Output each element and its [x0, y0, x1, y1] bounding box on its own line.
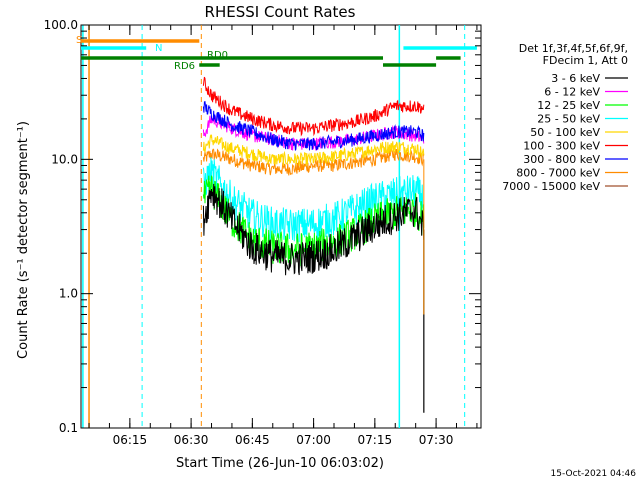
flag-label-n: N [155, 43, 162, 54]
attenuator-flags: S N RD0 RD6 [76, 35, 477, 72]
legend-label: 25 - 50 keV [537, 113, 600, 126]
x-tick-label: 07:15 [358, 433, 393, 447]
series-line [202, 183, 425, 276]
legend-label: 6 - 12 keV [544, 86, 600, 99]
series-line [202, 76, 425, 137]
series-line [202, 101, 425, 151]
flag-label-rd0: RD0 [207, 50, 228, 61]
x-tick-label: 07:30 [419, 433, 454, 447]
x-tick-label: 06:15 [113, 433, 148, 447]
x-tick-label: 06:45 [235, 433, 270, 447]
footer-timestamp: 15-Oct-2021 04:46 [551, 469, 637, 479]
y-axis-label: Count Rate (s⁻¹ detector segment⁻¹) [16, 121, 31, 359]
y-axis: 0.1 1.0 10.0 100.0 [44, 18, 481, 435]
series-line [202, 134, 425, 166]
x-tick-label: 06:30 [174, 433, 209, 447]
legend-label: 100 - 300 keV [523, 140, 600, 153]
series-line [202, 148, 425, 176]
legend-label: 12 - 25 keV [537, 99, 600, 112]
legend-title-line-1: Det 1f,3f,4f,5f,6f,9f, [519, 42, 628, 55]
vertical-markers [82, 25, 466, 428]
flag-label-rd6: RD6 [174, 61, 195, 72]
series-line [202, 157, 425, 243]
y-tick-label: 0.1 [59, 421, 78, 435]
legend-title-line-2: FDecim 1, Att 0 [543, 54, 628, 67]
legend-label: 3 - 6 keV [551, 72, 600, 85]
x-axis: 06:15 06:30 06:45 07:00 07:15 07:30 [88, 25, 478, 447]
y-tick-label: 10.0 [51, 152, 78, 166]
legend-label: 300 - 800 keV [523, 153, 600, 166]
y-tick-label: 1.0 [59, 287, 78, 301]
legend-label: 50 - 100 keV [530, 126, 600, 139]
y-tick-label: 100.0 [44, 18, 78, 32]
legend-label: 800 - 7000 keV [516, 167, 600, 180]
x-tick-label: 07:00 [296, 433, 331, 447]
legend: Det 1f,3f,4f,5f,6f,9f, FDecim 1, Att 0 3… [502, 42, 628, 193]
flag-label-s: S [76, 35, 82, 46]
x-axis-label: Start Time (26-Jun-10 06:03:02) [176, 456, 384, 471]
chart-title: RHESSI Count Rates [205, 3, 356, 21]
plot-frame [80, 24, 482, 429]
series-group [202, 76, 425, 413]
legend-label: 7000 - 15000 keV [502, 180, 600, 193]
